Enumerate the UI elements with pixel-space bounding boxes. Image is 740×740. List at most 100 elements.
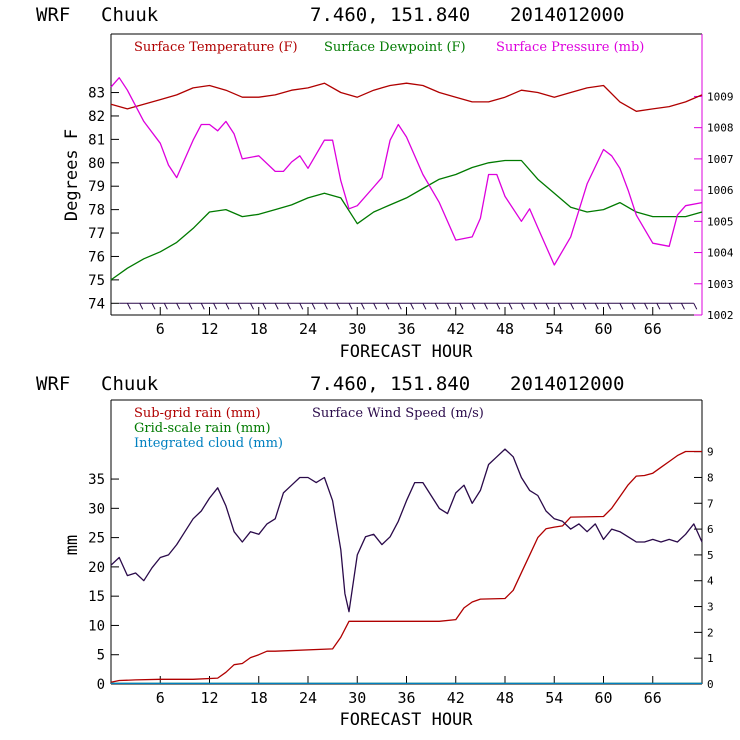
p1-wind-barb — [385, 303, 390, 310]
p1-y-tick-label: 80 — [88, 156, 105, 172]
p1-wind-barb — [188, 303, 193, 310]
p1-x-axis-label: FORECAST HOUR — [339, 342, 473, 362]
panel-2-legend: Sub-grid rain (mm) Grid-scale rain (mm) … — [134, 406, 484, 451]
p2-y-tick-label: 35 — [88, 472, 105, 488]
p2-y2-tick-label: 0 — [707, 678, 714, 691]
p1-y2-tick-label: 1003 — [707, 278, 734, 291]
p1-wind-barb — [262, 303, 267, 310]
p2-x-tick-label: 54 — [545, 689, 563, 707]
p1-coords: 7.460, 151.840 — [310, 4, 470, 26]
p1-wind-barb — [681, 303, 685, 310]
p1-y-tick-label: 79 — [88, 179, 105, 195]
p1-wind-barb — [336, 303, 341, 310]
p1-y-tick-label: 74 — [88, 296, 105, 312]
p1-wind-barb — [163, 303, 168, 310]
p1-series-surface-temperature-f — [110, 82, 703, 112]
p1-wind-barb — [323, 303, 328, 310]
p2-x-axis-label: FORECAST HOUR — [339, 710, 473, 730]
p2-x-tick-label: 30 — [348, 689, 366, 707]
p1-legend-pressure: Surface Pressure (mb) — [496, 40, 644, 55]
p1-location: Chuuk — [101, 4, 159, 26]
p1-wind-barb — [250, 303, 254, 310]
p1-y-axis-label: Degrees F — [62, 129, 82, 221]
p2-x-tick-label: 18 — [250, 689, 268, 707]
p1-series-surface-dewpoint-f — [110, 159, 703, 281]
p2-y-tick-label: 0 — [97, 677, 105, 693]
p2-x-tick-label: 12 — [200, 689, 218, 707]
p2-series-surface-wind-speed-m-s — [110, 448, 703, 613]
p1-y-tick-label: 77 — [88, 226, 105, 242]
p1-x-tick-label: 6 — [156, 320, 165, 338]
p1-wind-barb — [520, 303, 525, 310]
p1-wind-barb — [126, 303, 131, 310]
p1-y-tick-label: 82 — [88, 109, 105, 125]
p1-y-tick-label: 81 — [88, 132, 105, 148]
p1-series-surface-pressure-mb — [110, 77, 703, 266]
p1-wind-barb — [570, 303, 575, 310]
p2-x-tick-label: 24 — [299, 689, 317, 707]
p1-wind-barb — [508, 303, 513, 310]
p2-location: Chuuk — [101, 373, 159, 395]
p2-y-axis-label: mm — [62, 535, 82, 555]
p1-wind-barb — [484, 303, 488, 310]
p1-x-tick-label: 18 — [250, 320, 268, 338]
p2-legend-integrated-cloud: Integrated cloud (mm) — [134, 436, 283, 451]
p1-wind-barb — [200, 303, 205, 310]
p2-model: WRF — [36, 373, 70, 395]
p2-y2-tick-label: 4 — [707, 575, 714, 588]
p1-y-tick-label: 76 — [88, 249, 105, 265]
p2-x-tick-label: 42 — [447, 689, 465, 707]
p1-x-tick-label: 12 — [200, 320, 218, 338]
p1-x-tick-label: 42 — [447, 320, 465, 338]
p1-y2-tick-label: 1002 — [707, 309, 734, 322]
p1-wind-barb — [557, 303, 562, 310]
p1-wind-barb — [139, 303, 144, 310]
p1-wind-barb — [176, 303, 181, 310]
p1-wind-barb — [459, 303, 464, 310]
p1-wind-barb — [545, 303, 550, 310]
p1-wind-barb — [299, 303, 304, 310]
p1-wind-barb — [594, 303, 599, 310]
p1-wind-barb — [668, 303, 673, 310]
p1-wind-barb — [274, 303, 279, 310]
p2-y2-tick-label: 6 — [707, 523, 714, 536]
p1-y2-tick-label: 1007 — [707, 153, 734, 166]
p1-model: WRF — [36, 4, 70, 26]
p1-wind-barb — [360, 303, 365, 310]
p1-y-tick-label: 78 — [88, 203, 105, 219]
panel-1-legend: Surface Temperature (F) Surface Dewpoint… — [134, 40, 644, 55]
p1-wind-barb — [213, 303, 218, 310]
p2-x-tick-label: 6 — [156, 689, 165, 707]
p1-wind-barb — [656, 303, 661, 310]
p2-y2-tick-label: 7 — [707, 497, 714, 510]
p1-init-time: 2014012000 — [510, 4, 624, 26]
p2-y2-tick-label: 8 — [707, 471, 714, 484]
p1-wind-barb — [496, 303, 501, 310]
p1-wind-barb — [373, 303, 378, 310]
p1-x-tick-label: 24 — [299, 320, 317, 338]
p1-wind-barb — [287, 303, 291, 310]
p1-wind-barb — [410, 303, 415, 310]
p2-y2-tick-label: 5 — [707, 549, 714, 562]
p2-coords: 7.460, 151.840 — [310, 373, 470, 395]
p2-y-tick-label: 30 — [88, 501, 105, 517]
p2-y-tick-label: 10 — [88, 618, 105, 634]
p2-legend-gridscale-rain: Grid-scale rain (mm) — [134, 421, 271, 436]
p1-legend-temperature: Surface Temperature (F) — [134, 40, 298, 55]
p1-x-tick-label: 30 — [348, 320, 366, 338]
p1-wind-barb — [631, 303, 636, 310]
p1-x-tick-label: 48 — [496, 320, 514, 338]
p2-x-tick-label: 60 — [594, 689, 612, 707]
p1-wind-barb — [151, 303, 156, 310]
p1-wind-barb — [447, 303, 451, 310]
p2-init-time: 2014012000 — [510, 373, 624, 395]
p1-x-tick-label: 66 — [644, 320, 662, 338]
p1-wind-barb — [644, 303, 648, 310]
p1-wind-barb — [607, 303, 612, 310]
p2-y2-tick-label: 3 — [707, 601, 714, 614]
p1-x-tick-label: 54 — [545, 320, 563, 338]
p1-y-tick-label: 75 — [88, 273, 105, 289]
p2-y2-tick-label: 9 — [707, 446, 714, 459]
p1-y2-tick-label: 1005 — [707, 215, 734, 228]
